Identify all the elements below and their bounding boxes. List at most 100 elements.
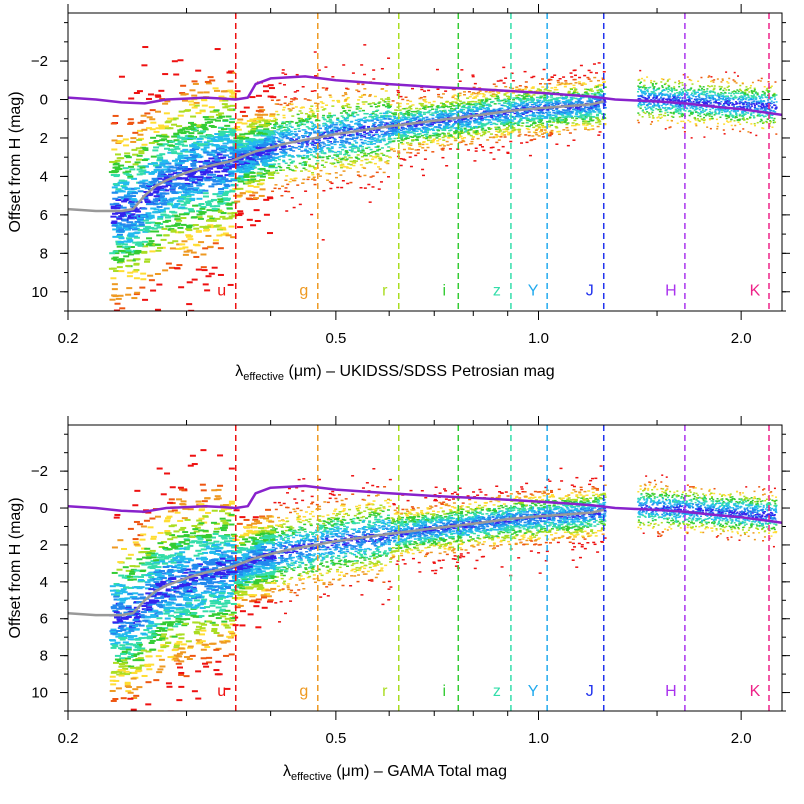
density-point (146, 116, 153, 119)
density-point (200, 266, 207, 269)
density-point (399, 135, 403, 137)
density-point (351, 144, 355, 146)
density-point (597, 118, 601, 121)
density-point (508, 124, 512, 127)
density-point (571, 92, 575, 95)
density-point (574, 115, 578, 118)
density-point (130, 140, 137, 143)
density-point (556, 111, 560, 114)
density-point (589, 88, 593, 90)
density-point (563, 104, 567, 106)
density-point (158, 170, 165, 173)
density-point (174, 203, 181, 206)
density-point (332, 124, 336, 126)
density-point (269, 158, 276, 161)
density-point (531, 122, 535, 125)
density-point (204, 289, 211, 292)
density-point (117, 294, 124, 297)
density-point (456, 148, 460, 150)
density-point (171, 135, 178, 138)
density-point (250, 141, 257, 144)
density-point (268, 176, 275, 179)
density-point (352, 115, 356, 118)
density-point (389, 103, 393, 106)
density-point (217, 126, 224, 129)
density-point (163, 176, 170, 179)
density-point (586, 108, 590, 111)
density-point (314, 125, 318, 128)
density-point (451, 96, 455, 99)
density-point (502, 113, 506, 115)
density-point (313, 130, 317, 133)
density-point (144, 258, 151, 261)
density-point (342, 133, 346, 136)
density-point (331, 122, 335, 125)
density-point (246, 163, 253, 166)
density-point (502, 119, 506, 121)
density-point (288, 110, 292, 112)
density-point (320, 150, 324, 152)
density-point (465, 122, 469, 124)
density-point (397, 128, 401, 130)
density-point (369, 113, 373, 116)
density-point (233, 152, 240, 155)
density-point (433, 126, 437, 129)
density-point (384, 132, 388, 135)
density-point (156, 283, 163, 286)
density-point (200, 135, 207, 138)
density-point (337, 157, 341, 160)
density-point (431, 134, 435, 137)
density-point (511, 111, 515, 113)
density-point (353, 162, 357, 164)
density-point (595, 103, 599, 106)
density-point (377, 104, 381, 107)
density-point (282, 156, 286, 158)
density-point (253, 155, 260, 158)
density-point (312, 150, 316, 153)
density-point (342, 128, 346, 131)
density-point (373, 115, 377, 118)
density-point (180, 203, 187, 206)
density-point (477, 117, 481, 119)
density-point (603, 101, 607, 103)
density-point (119, 307, 126, 310)
density-point (278, 139, 282, 142)
density-point (368, 138, 372, 140)
density-point (189, 179, 196, 182)
density-point (366, 125, 370, 128)
density-point (283, 84, 287, 86)
density-point (241, 149, 248, 152)
density-point (314, 156, 318, 159)
density-point (476, 137, 480, 140)
density-point (526, 97, 530, 100)
density-point (174, 135, 181, 138)
density-point (158, 124, 165, 127)
density-point (258, 182, 265, 185)
density-point (480, 129, 484, 131)
density-point (140, 278, 147, 281)
density-point (148, 214, 155, 217)
density-point (346, 129, 350, 131)
density-point (297, 148, 301, 150)
density-point (145, 243, 152, 246)
density-point (111, 186, 118, 189)
density-point (589, 113, 593, 115)
density-point (374, 153, 378, 155)
density-point (465, 125, 469, 128)
density-point (232, 148, 239, 151)
density-point (157, 215, 164, 218)
density-point (277, 99, 281, 101)
density-point (453, 137, 457, 140)
density-point (180, 132, 187, 135)
density-point (109, 160, 116, 163)
density-point (241, 122, 248, 125)
density-point (596, 91, 600, 94)
density-point (145, 212, 152, 215)
density-point (283, 129, 287, 131)
density-point (492, 122, 496, 125)
density-point (277, 156, 281, 158)
density-point (190, 162, 197, 165)
density-point (255, 94, 262, 97)
density-point (407, 114, 411, 116)
density-point (442, 139, 446, 141)
